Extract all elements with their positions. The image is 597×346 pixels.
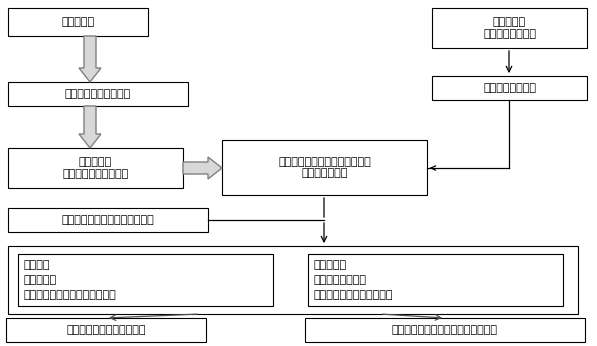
Bar	[432, 76, 587, 100]
Polygon shape	[79, 106, 101, 148]
Polygon shape	[183, 157, 222, 179]
Text: センター校: センター校	[24, 275, 57, 285]
Bar	[6, 318, 206, 342]
Text: 宇治市教育委員会: 宇治市教育委員会	[314, 275, 367, 285]
Text: 宇治市教育委員会: 宇治市教育委員会	[483, 83, 536, 93]
Text: 市民課（住民登録等）: 市民課（住民登録等）	[65, 89, 131, 99]
Bar	[305, 318, 585, 342]
Text: 【事務局】: 【事務局】	[314, 260, 347, 270]
Bar	[8, 246, 578, 314]
Polygon shape	[79, 36, 101, 82]
Bar	[8, 8, 148, 36]
Bar	[308, 254, 563, 306]
Bar	[8, 82, 188, 106]
Text: （平盛小、南部小、南宇治中）: （平盛小、南部小、南宇治中）	[24, 290, 117, 300]
Text: 指導補助者・支援員の派遣: 指導補助者・支援員の派遣	[66, 325, 146, 335]
Bar	[222, 140, 427, 195]
Text: 文部科学省
京都府教育委員会: 文部科学省 京都府教育委員会	[483, 17, 536, 39]
Bar	[8, 208, 208, 232]
Bar	[18, 254, 273, 306]
Text: 学校教育課、一貫教育課: 学校教育課、一貫教育課	[314, 290, 393, 300]
Text: 【学校】: 【学校】	[24, 260, 51, 270]
Text: 帰国・外国人児童生徒・保護者: 帰国・外国人児童生徒・保護者	[61, 215, 155, 225]
Text: 学校教育課
（就学、転入手続き）: 学校教育課 （就学、転入手続き）	[62, 157, 128, 179]
Text: 宇治市帰国・外国人センター校
就学相談委員会: 宇治市帰国・外国人センター校 就学相談委員会	[278, 157, 371, 178]
Text: 初期指導教室（プレクラス）の設置: 初期指導教室（プレクラス）の設置	[392, 325, 498, 335]
Text: 帰国・渡日: 帰国・渡日	[61, 17, 94, 27]
Bar	[8, 148, 183, 188]
Bar	[432, 8, 587, 48]
